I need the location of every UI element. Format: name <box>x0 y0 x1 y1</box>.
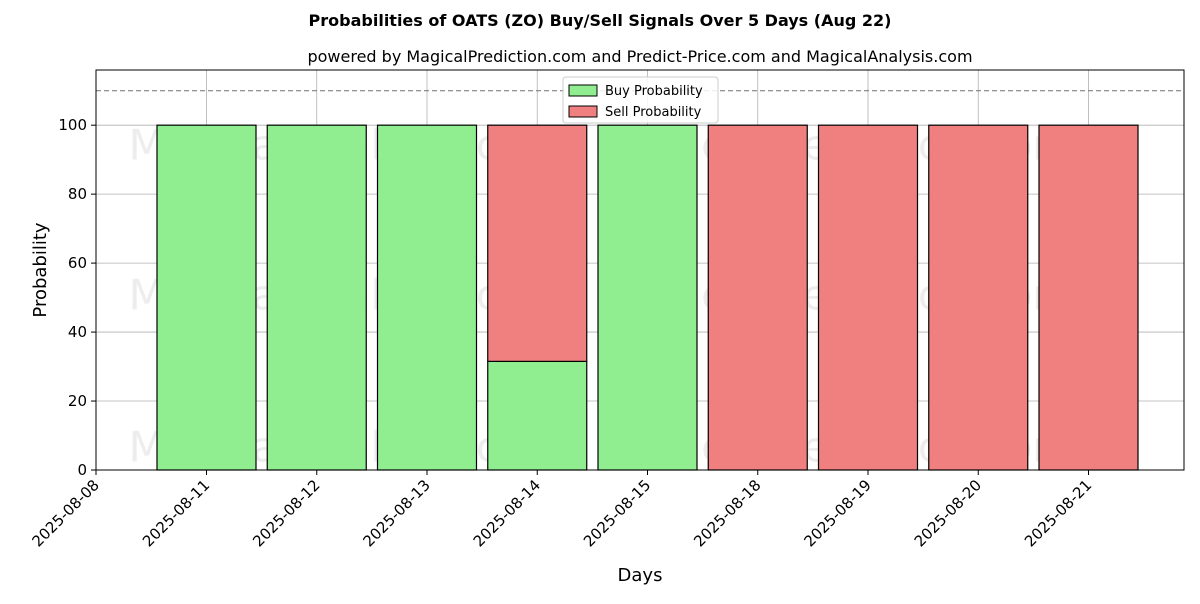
buy-probability-bar <box>156 124 257 471</box>
y-tick-label: 80 <box>68 185 87 203</box>
sell-probability-bar <box>928 124 1029 471</box>
y-tick-label: 0 <box>77 461 87 479</box>
y-tick-label: 100 <box>58 116 87 134</box>
x-tick-label: 2025-08-21 <box>1021 476 1095 550</box>
x-tick-label: 2025-08-18 <box>690 476 764 550</box>
bars-layer <box>156 124 1139 471</box>
x-tick-label: 2025-08-15 <box>580 476 654 550</box>
x-tick-label: 2025-08-08 <box>28 476 102 550</box>
sell-probability-bar <box>707 124 808 471</box>
buy-probability-bar <box>266 124 367 471</box>
legend: Buy Probability Sell Probability <box>562 76 719 124</box>
chart-title: Probabilities of OATS (ZO) Buy/Sell Sign… <box>309 11 892 30</box>
x-tick-label: 2025-08-12 <box>249 476 323 550</box>
legend-label: Buy Probability <box>605 84 703 99</box>
legend-swatch <box>568 84 598 97</box>
chart-subtitle: powered by MagicalPrediction.com and Pre… <box>307 47 972 66</box>
x-axis-label: Days <box>618 565 663 586</box>
sell-probability-bar <box>817 124 919 471</box>
buy-probability-bar <box>376 124 478 471</box>
x-tick-label: 2025-08-20 <box>911 476 985 550</box>
x-tick-label: 2025-08-13 <box>359 476 433 550</box>
sell-probability-bar <box>487 124 588 362</box>
sell-probability-bar <box>1038 124 1139 471</box>
y-tick-label: 20 <box>68 392 87 410</box>
plot-frame <box>95 69 1185 471</box>
legend-label: Sell Probability <box>605 105 702 120</box>
y-tick-label: 40 <box>68 323 87 341</box>
y-tick-label: 60 <box>68 254 87 272</box>
buy-probability-bar <box>597 124 698 471</box>
x-tick-label: 2025-08-19 <box>800 476 874 550</box>
x-tick-label: 2025-08-11 <box>139 476 213 550</box>
y-axis-label: Probability <box>30 222 51 317</box>
buy-probability-bar <box>487 360 588 471</box>
x-tick-label: 2025-08-14 <box>470 476 544 550</box>
legend-box <box>562 76 719 124</box>
legend-swatch <box>568 105 598 118</box>
